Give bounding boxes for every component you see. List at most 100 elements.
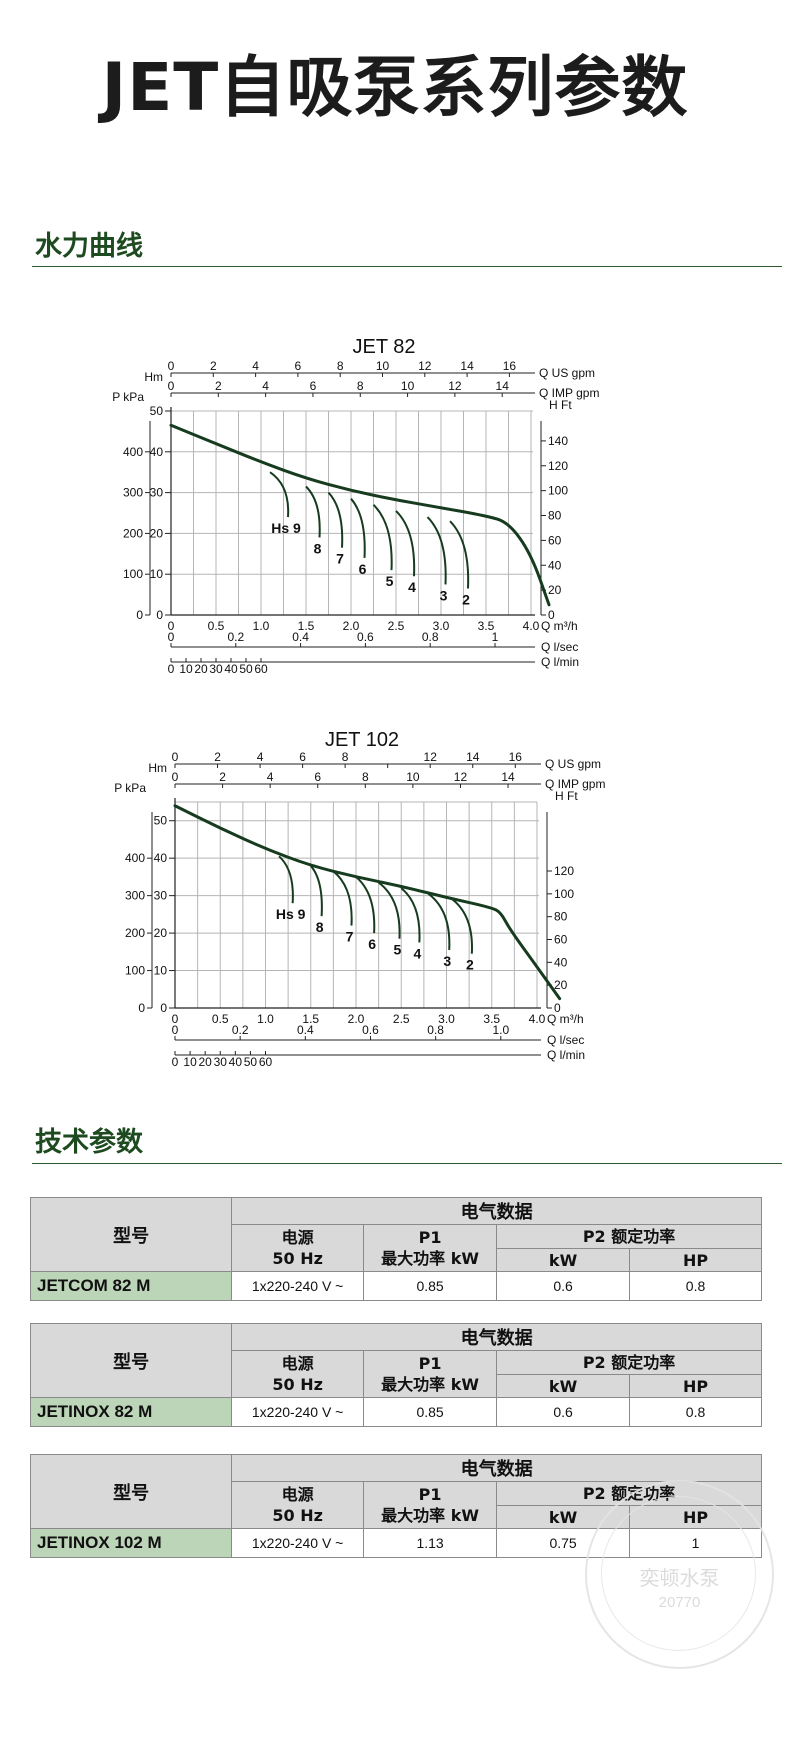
x-tick-label: 0.5 — [208, 619, 225, 633]
x-tick-label: 3.0 — [438, 1012, 455, 1026]
bottom-tick-label: 10 — [183, 1055, 197, 1069]
x-tick-label: 1.5 — [302, 1012, 319, 1026]
x-axis-label: Q m³/h — [541, 619, 578, 633]
ft-axis-label: H Ft — [555, 789, 578, 803]
top-tick-label: 14 — [460, 359, 474, 373]
p1-cell: 0.85 — [363, 1271, 498, 1301]
bottom-tick-label: 0.2 — [232, 1023, 249, 1037]
electrical-header: 电气数据 — [231, 1197, 762, 1225]
top-tick-label: 4 — [252, 359, 259, 373]
bottom-tick-label: 40 — [229, 1055, 243, 1069]
bottom-tick-label: 60 — [259, 1055, 273, 1069]
x-tick-label: 3.0 — [433, 619, 450, 633]
power-header: 电源 50 Hz — [231, 1224, 365, 1272]
electrical-header: 电气数据 — [231, 1323, 762, 1351]
top-tick-label: 6 — [314, 770, 321, 784]
top-tick-label: 10 — [376, 359, 390, 373]
bottom-tick-label: 0.8 — [422, 630, 439, 644]
spec-table: 型号 电气数据 电源 50 Hz P1 最大功率 kW P2 额定功率 kW H… — [29, 1197, 762, 1301]
model-cell: JETCOM 82 M — [29, 1271, 233, 1301]
x-tick-label: 0.5 — [212, 1012, 229, 1026]
y-tick-label: 0 — [156, 608, 163, 622]
y-tick-label: 30 — [150, 486, 164, 500]
top-axis-label: Q IMP gpm — [545, 777, 605, 791]
ft-tick-label: 60 — [554, 933, 568, 947]
suction-branch — [449, 520, 470, 589]
top-axis-prefix: Hm — [148, 761, 167, 775]
x-tick-label: 0 — [172, 1012, 179, 1026]
bottom-axis-label: Q l/min — [547, 1048, 585, 1062]
suction-label: Hs 9 — [271, 520, 301, 536]
watermark-seal: 奕顿水泵 20770 — [585, 1480, 774, 1669]
suction-branch — [450, 897, 473, 954]
suction-branch — [427, 892, 451, 950]
suction-label: 4 — [413, 945, 421, 961]
power-header: 电源 50 Hz — [231, 1481, 365, 1529]
kpa-tick-label: 200 — [123, 526, 143, 540]
bottom-tick-label: 20 — [194, 662, 208, 676]
suction-branch — [309, 865, 323, 917]
p1-cell: 1.13 — [363, 1528, 498, 1558]
x-tick-label: 4.0 — [529, 1012, 546, 1026]
suction-label: 5 — [386, 573, 394, 589]
x-tick-label: 0 — [168, 619, 175, 633]
page-title: JET自吸泵系列参数 — [101, 49, 689, 126]
bottom-tick-label: 0 — [172, 1055, 179, 1069]
p1-header: P1 最大功率 kW — [363, 1224, 498, 1272]
suction-label: 3 — [443, 953, 451, 969]
top-tick-label: 12 — [424, 750, 438, 764]
kpa-tick-label: 300 — [123, 486, 143, 500]
kpa-tick-label: 400 — [125, 851, 145, 865]
top-tick-label: 4 — [262, 379, 269, 393]
bottom-tick-label: 30 — [209, 662, 223, 676]
voltage-cell: 1x220-240 V ~ — [231, 1528, 365, 1558]
ft-tick-label: 20 — [548, 583, 562, 597]
bottom-tick-label: 0.4 — [297, 1023, 314, 1037]
suction-branch — [372, 504, 393, 571]
top-tick-label: 2 — [219, 770, 226, 784]
kpa-tick-label: 100 — [123, 567, 143, 581]
p2-header: P2 额定功率 — [496, 1224, 762, 1249]
bottom-tick-label: 0.6 — [362, 1023, 379, 1037]
section-title-specs: 技术参数 — [35, 1127, 143, 1158]
ft-tick-label: 80 — [548, 509, 562, 523]
suction-label: 7 — [336, 551, 344, 567]
bottom-tick-label: 0.2 — [227, 630, 244, 644]
top-axis-prefix: Hm — [144, 370, 163, 384]
top-tick-label: 14 — [496, 379, 510, 393]
x-tick-label: 2.0 — [343, 619, 360, 633]
hp-header: HP — [629, 1248, 762, 1272]
bottom-tick-label: 0 — [172, 1023, 179, 1037]
suction-branch — [355, 876, 376, 934]
ft-tick-label: 60 — [548, 533, 562, 547]
suction-label: 3 — [440, 587, 448, 603]
top-tick-label: 14 — [501, 770, 515, 784]
top-tick-label: 6 — [295, 359, 302, 373]
suction-branch — [327, 491, 344, 548]
y-tick-label: 50 — [154, 814, 168, 828]
top-axis-label: Q US gpm — [545, 757, 601, 771]
top-tick-label: 8 — [337, 359, 344, 373]
ft-axis-label: H Ft — [549, 398, 572, 412]
p1-header: P1 最大功率 kW — [363, 1481, 498, 1529]
y-tick-label: 10 — [154, 964, 168, 978]
top-tick-label: 8 — [362, 770, 369, 784]
ft-tick-label: 0 — [554, 1001, 561, 1015]
suction-label: 2 — [466, 957, 474, 973]
suction-branch — [278, 855, 294, 904]
kpa-tick-label: 200 — [125, 926, 145, 940]
hp-cell: 0.8 — [629, 1397, 762, 1427]
top-tick-label: 2 — [210, 359, 217, 373]
top-tick-label: 10 — [406, 770, 420, 784]
bottom-tick-label: 50 — [244, 1055, 258, 1069]
ft-tick-label: 120 — [548, 459, 568, 473]
suction-label: Hs 9 — [276, 906, 306, 922]
kpa-tick-label: 0 — [138, 1001, 145, 1015]
x-tick-label: 3.5 — [478, 619, 495, 633]
ft-tick-label: 100 — [548, 484, 568, 498]
hp-cell: 0.8 — [629, 1271, 762, 1301]
bottom-tick-label: 40 — [224, 662, 238, 676]
bottom-tick-label: 60 — [254, 662, 268, 676]
top-tick-label: 16 — [509, 750, 523, 764]
